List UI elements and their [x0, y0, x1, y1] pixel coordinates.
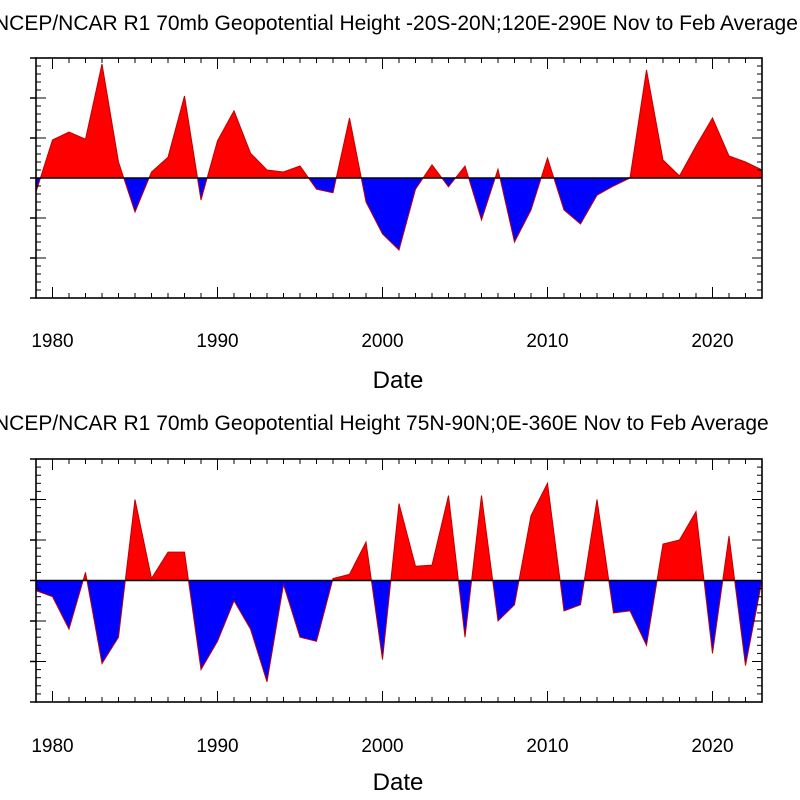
negative-anomaly-area — [217, 580, 234, 642]
negative-anomaly-area — [564, 580, 581, 611]
x-tick-label: 2010 — [526, 736, 568, 757]
x-tick-label: 2010 — [526, 331, 568, 352]
positive-anomaly-area — [69, 132, 86, 178]
negative-anomaly-area — [399, 178, 416, 250]
chart-1-title: NCEP/NCAR R1 70mb Geopotential Height -2… — [0, 12, 798, 35]
negative-anomaly-area — [630, 580, 647, 646]
positive-anomaly-area — [399, 503, 416, 581]
x-tick-label: 2000 — [361, 331, 403, 352]
x-tick-label: 2000 — [361, 736, 403, 757]
chart-1-x-axis-label: Date — [373, 367, 424, 394]
positive-anomaly-area — [52, 132, 69, 178]
x-tick-label: 2020 — [691, 331, 733, 352]
positive-anomaly-area — [168, 96, 185, 178]
positive-anomaly-area — [151, 157, 168, 178]
chart-1-plot: 1980 1990 2000 2010 2020 — [30, 57, 763, 352]
negative-anomaly-area — [514, 178, 531, 242]
positive-anomaly-area — [349, 542, 366, 581]
x-tick-label: 1990 — [196, 736, 238, 757]
positive-anomaly-area — [217, 110, 234, 178]
positive-anomaly-area — [168, 552, 185, 581]
positive-anomaly-area — [646, 70, 663, 178]
series-line — [35, 481, 763, 682]
positive-anomaly-area — [712, 118, 729, 178]
positive-anomaly-area — [85, 64, 102, 178]
positive-anomaly-area — [531, 483, 548, 581]
positive-anomaly-area — [663, 540, 680, 581]
negative-anomaly-area — [316, 178, 333, 193]
x-tick-label: 1980 — [31, 331, 73, 352]
positive-anomaly-area — [250, 153, 267, 178]
negative-anomaly-area — [564, 178, 581, 224]
negative-anomaly-area — [36, 580, 53, 597]
chart-2-title: NCEP/NCAR R1 70mb Geopotential Height 75… — [0, 412, 769, 435]
chart-2-x-axis-label: Date — [373, 769, 424, 796]
x-tick-label: 1980 — [31, 736, 73, 757]
negative-anomaly-area — [250, 580, 267, 682]
positive-anomaly-area — [696, 118, 713, 178]
positive-anomaly-area — [415, 565, 432, 581]
negative-anomaly-area — [52, 580, 69, 630]
negative-anomaly-area — [300, 580, 317, 642]
positive-anomaly-area — [729, 156, 746, 178]
negative-anomaly-area — [613, 580, 630, 613]
positive-anomaly-area — [234, 110, 251, 178]
negative-anomaly-area — [201, 580, 218, 670]
negative-anomaly-area — [102, 580, 119, 664]
positive-anomaly-area — [432, 495, 449, 581]
negative-anomaly-area — [580, 178, 597, 224]
x-tick-label: 2020 — [691, 736, 733, 757]
series-line — [35, 63, 763, 251]
positive-anomaly-area — [102, 64, 119, 178]
x-tick-label: 1990 — [196, 331, 238, 352]
negative-anomaly-area — [234, 580, 251, 630]
negative-anomaly-area — [498, 580, 515, 621]
positive-anomaly-area — [745, 162, 762, 178]
negative-anomaly-area — [366, 178, 383, 234]
positive-anomaly-area — [679, 511, 696, 581]
negative-anomaly-area — [597, 178, 614, 196]
chart-2-plot: 1980 1990 2000 2010 2020 — [30, 458, 763, 757]
positive-anomaly-area — [283, 166, 300, 178]
negative-anomaly-area — [382, 178, 399, 250]
